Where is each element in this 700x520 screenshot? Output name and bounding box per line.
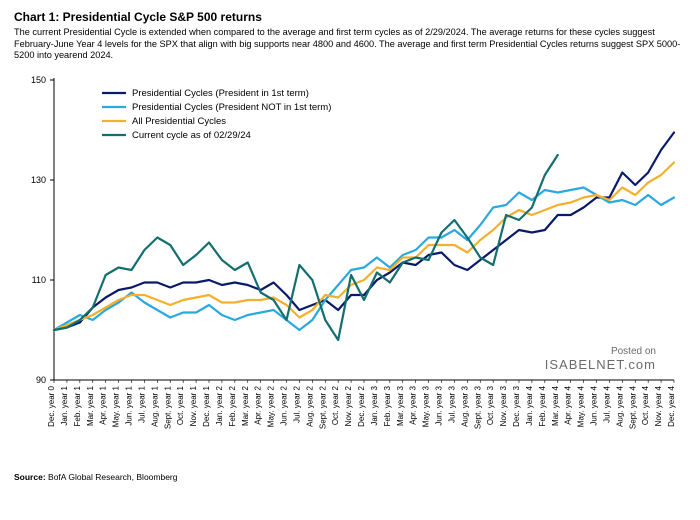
svg-text:Jan. year 3: Jan. year 3	[370, 385, 379, 425]
svg-text:Oct. year 2: Oct. year 2	[331, 385, 340, 425]
svg-text:Dec. year 0: Dec. year 0	[47, 385, 56, 426]
svg-text:Mar. year 2: Mar. year 2	[241, 385, 250, 426]
svg-text:Apr. year 3: Apr. year 3	[409, 385, 418, 424]
svg-text:Jul. year 2: Jul. year 2	[292, 385, 301, 422]
svg-text:Apr. year 4: Apr. year 4	[564, 385, 573, 424]
svg-text:Sept. year 4: Sept. year 4	[628, 385, 637, 429]
svg-text:Nov. year 1: Nov. year 1	[189, 385, 198, 426]
svg-text:90: 90	[36, 375, 46, 385]
svg-text:Nov. year 2: Nov. year 2	[344, 385, 353, 426]
chart-source: Source: BofA Global Research, Bloomberg	[14, 472, 686, 482]
chart-subtitle: The current Presidential Cycle is extend…	[14, 27, 684, 62]
svg-text:Apr. year 2: Apr. year 2	[254, 385, 263, 424]
source-label: Source:	[14, 472, 46, 482]
svg-text:Oct. year 4: Oct. year 4	[641, 385, 650, 425]
svg-text:Sept. year 3: Sept. year 3	[473, 385, 482, 429]
svg-text:130: 130	[31, 175, 46, 185]
svg-text:Jun. year 3: Jun. year 3	[435, 385, 444, 425]
svg-text:Sept. year 1: Sept. year 1	[163, 385, 172, 429]
svg-text:Feb. year 3: Feb. year 3	[383, 385, 392, 426]
svg-text:Presidential Cycles (President: Presidential Cycles (President NOT in 1s…	[132, 102, 331, 113]
svg-text:Feb. year 2: Feb. year 2	[228, 385, 237, 426]
svg-text:Dec. year 4: Dec. year 4	[667, 385, 676, 426]
chart-area: 90 110 130 150 Dec. year 0 Jan. year 1 Feb. ye…	[14, 68, 686, 468]
svg-text:Dec. year 3: Dec. year 3	[512, 385, 521, 426]
svg-text:Aug. year 3: Aug. year 3	[460, 385, 469, 426]
svg-text:Jun. year 2: Jun. year 2	[280, 385, 289, 425]
svg-text:Nov. year 4: Nov. year 4	[654, 385, 663, 426]
svg-text:Feb. year 1: Feb. year 1	[73, 385, 82, 426]
svg-text:Jan. year 4: Jan. year 4	[525, 385, 534, 425]
svg-text:May. year 4: May. year 4	[577, 385, 586, 427]
svg-text:Jan. year 1: Jan. year 1	[60, 385, 69, 425]
svg-text:Aug. year 4: Aug. year 4	[615, 385, 624, 426]
svg-text:Oct. year 1: Oct. year 1	[176, 385, 185, 425]
svg-text:Feb. year 4: Feb. year 4	[538, 385, 547, 426]
svg-text:110: 110	[32, 275, 46, 285]
svg-text:All Presidential Cycles: All Presidential Cycles	[132, 116, 226, 127]
line-chart: 90 110 130 150 Dec. year 0 Jan. year 1 Feb. ye…	[14, 68, 686, 468]
svg-text:May. year 2: May. year 2	[267, 385, 276, 427]
svg-text:Jun. year 1: Jun. year 1	[125, 385, 134, 425]
svg-text:Apr. year 1: Apr. year 1	[99, 385, 108, 424]
svg-text:Aug. year 1: Aug. year 1	[150, 385, 159, 426]
svg-text:Jul. year 3: Jul. year 3	[447, 385, 456, 422]
svg-text:150: 150	[31, 75, 46, 85]
svg-text:Jul. year 1: Jul. year 1	[137, 385, 146, 422]
svg-text:Sept. year 2: Sept. year 2	[318, 385, 327, 429]
svg-text:Mar. year 3: Mar. year 3	[396, 385, 405, 426]
svg-text:Mar. year 4: Mar. year 4	[551, 385, 560, 426]
source-text: BofA Global Research, Bloomberg	[48, 472, 177, 482]
chart-title: Chart 1: Presidential Cycle S&P 500 retu…	[14, 10, 686, 24]
svg-text:Jan. year 2: Jan. year 2	[215, 385, 224, 425]
svg-text:Dec. year 2: Dec. year 2	[357, 385, 366, 426]
svg-text:Jun. year 4: Jun. year 4	[590, 385, 599, 425]
page: Chart 1: Presidential Cycle S&P 500 retu…	[0, 0, 700, 520]
svg-text:Aug. year 2: Aug. year 2	[305, 385, 314, 426]
svg-text:May. year 3: May. year 3	[422, 385, 431, 427]
svg-text:Dec. year 1: Dec. year 1	[202, 385, 211, 426]
svg-text:Jul. year 4: Jul. year 4	[602, 385, 611, 422]
svg-text:Nov. year 3: Nov. year 3	[499, 385, 508, 426]
svg-text:Presidential Cycles (President: Presidential Cycles (President in 1st te…	[132, 88, 309, 99]
svg-text:Mar. year 1: Mar. year 1	[86, 385, 95, 426]
svg-text:May. year 1: May. year 1	[112, 385, 121, 427]
svg-text:Oct. year 3: Oct. year 3	[486, 385, 495, 425]
svg-text:Current cycle as of 02/29/24: Current cycle as of 02/29/24	[132, 130, 251, 141]
